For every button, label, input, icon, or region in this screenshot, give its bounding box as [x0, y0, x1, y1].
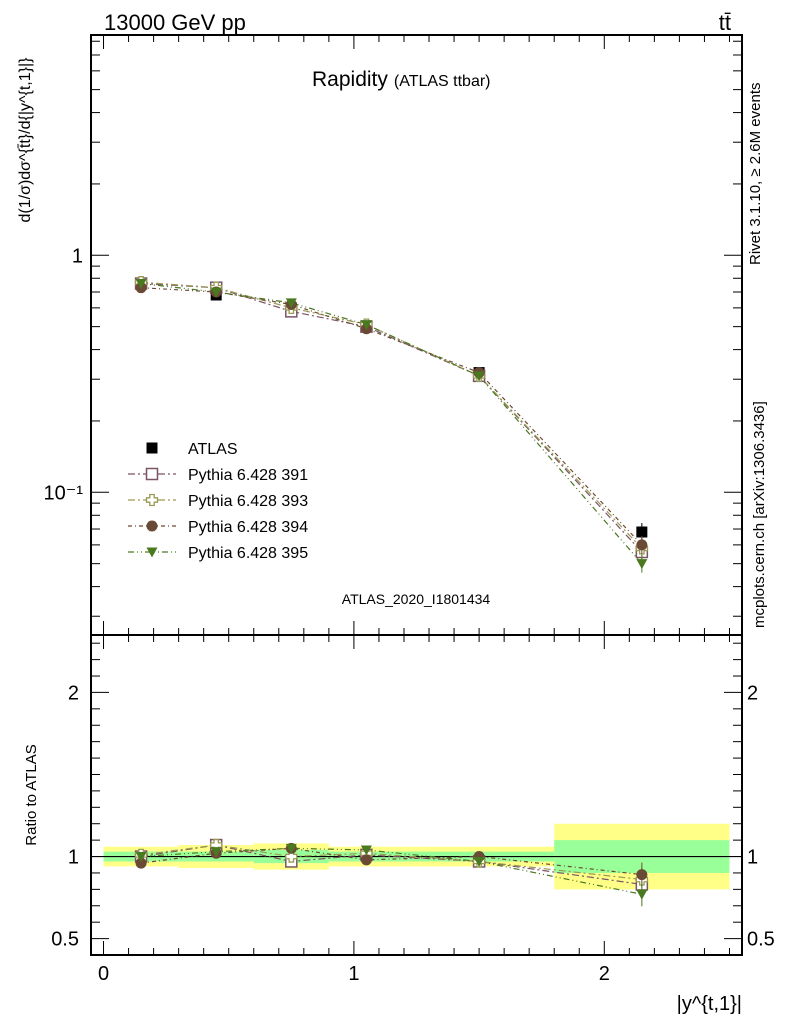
ratio-y-tick-label: 0.5: [51, 929, 79, 951]
ratio-y-tick-label: 2: [68, 682, 79, 704]
ratio-y-tick-label-right: 2: [747, 682, 758, 704]
series-lines: [140, 281, 643, 895]
legend-marker: [146, 442, 158, 454]
ratio-y-tick-label: 1: [68, 847, 79, 869]
energy-label: 13000 GeV pp: [104, 10, 246, 35]
rivet-version-label: Rivet 3.1.10, ≥ 2.6M events: [747, 83, 764, 266]
legend-marker: [146, 520, 158, 532]
y-tick-label: 10⁻¹: [44, 482, 84, 504]
mcplots-label: mcplots.cern.ch [arXiv:1306.3436]: [751, 401, 768, 628]
title-main: Rapidity: [312, 68, 388, 91]
ratio-point: [210, 847, 222, 858]
data-point: [636, 559, 648, 570]
legend-label: Pythia 6.428 391: [188, 467, 308, 484]
ratio-point: [135, 857, 147, 869]
legend-label: ATLAS: [188, 441, 238, 458]
ratio-series-line: [141, 847, 642, 895]
ratio-point: [285, 843, 297, 854]
series-markers: [134, 276, 649, 907]
ratio-y-axis-label: Ratio to ATLAS: [23, 744, 40, 845]
data-point: [473, 371, 485, 382]
main-y-axis-label: d(1/σ)dσ^{t̄t}/d{|y^{t,1}|}: [17, 57, 34, 223]
ratio-point: [636, 889, 648, 900]
x-tick-label: 2: [599, 963, 610, 985]
ratio-point: [636, 869, 648, 881]
data-point: [636, 526, 648, 538]
process-label: tt̄: [719, 10, 731, 35]
data-point: [210, 287, 222, 298]
ratio-point: [285, 850, 298, 863]
legend-label: Pythia 6.428 395: [188, 545, 308, 562]
axis-ticks: 0 1 2 10⁻¹ 1 0.5 0.5 1 1 2 2: [44, 35, 775, 985]
title-sub: (ATLAS ttbar): [394, 73, 491, 90]
ratio-point: [135, 852, 147, 863]
series-line: [141, 282, 643, 553]
y-tick-label: 1: [72, 245, 83, 267]
legend-marker: [145, 467, 159, 481]
ratio-series-line: [140, 847, 642, 876]
plot-title: Rapidity (ATLAS ttbar): [312, 68, 491, 91]
ratio-y-tick-label-right: 1: [747, 847, 758, 869]
data-point: [636, 539, 648, 551]
data-point: [285, 298, 297, 309]
ratio-y-tick-label-right: 0.5: [747, 929, 775, 951]
legend-label: Pythia 6.428 394: [188, 519, 308, 536]
x-tick-label: 1: [348, 963, 359, 985]
series-line: [141, 282, 643, 565]
legend-marker: [146, 547, 158, 558]
data-point: [135, 279, 147, 290]
series-line: [141, 287, 643, 546]
x-tick-label: 0: [98, 963, 109, 985]
ratio-series-line: [140, 844, 642, 881]
ratio-point: [360, 845, 372, 856]
ratio-point: [360, 854, 372, 866]
ratio-plot-frame: [90, 634, 743, 956]
legend: ATLAS Pythia 6.428 391 Pythia 6.428 393 Pyt…: [128, 441, 308, 562]
legend-marker: [145, 493, 159, 507]
legend-label: Pythia 6.428 393: [188, 493, 308, 510]
ratio-point: [473, 856, 485, 867]
analysis-label: ATLAS_2020_I1801434: [342, 591, 491, 607]
x-axis-label: |y^{t,1}|: [677, 993, 742, 1015]
data-point: [360, 320, 372, 331]
